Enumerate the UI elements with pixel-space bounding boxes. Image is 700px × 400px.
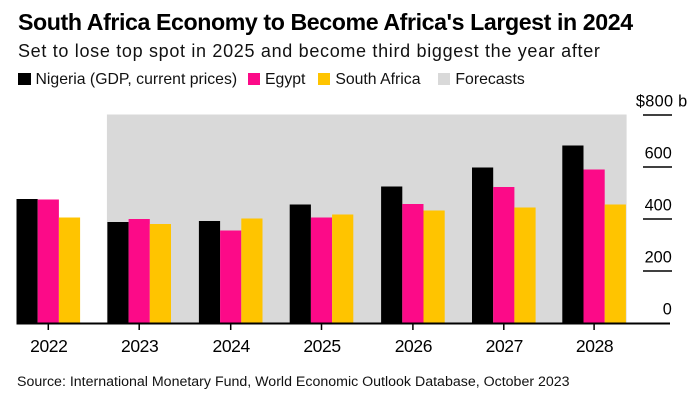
svg-text:2027: 2027 — [486, 336, 523, 356]
svg-text:2022: 2022 — [30, 336, 67, 356]
svg-text:2025: 2025 — [303, 336, 340, 356]
svg-text:$800 b: $800 b — [636, 92, 688, 110]
svg-text:200: 200 — [645, 249, 672, 267]
svg-text:600: 600 — [645, 144, 672, 162]
svg-text:0: 0 — [663, 301, 672, 319]
svg-text:2028: 2028 — [576, 336, 613, 356]
svg-text:400: 400 — [645, 197, 672, 215]
svg-text:2023: 2023 — [121, 336, 158, 356]
svg-text:2026: 2026 — [395, 336, 432, 356]
svg-text:2024: 2024 — [213, 336, 251, 356]
